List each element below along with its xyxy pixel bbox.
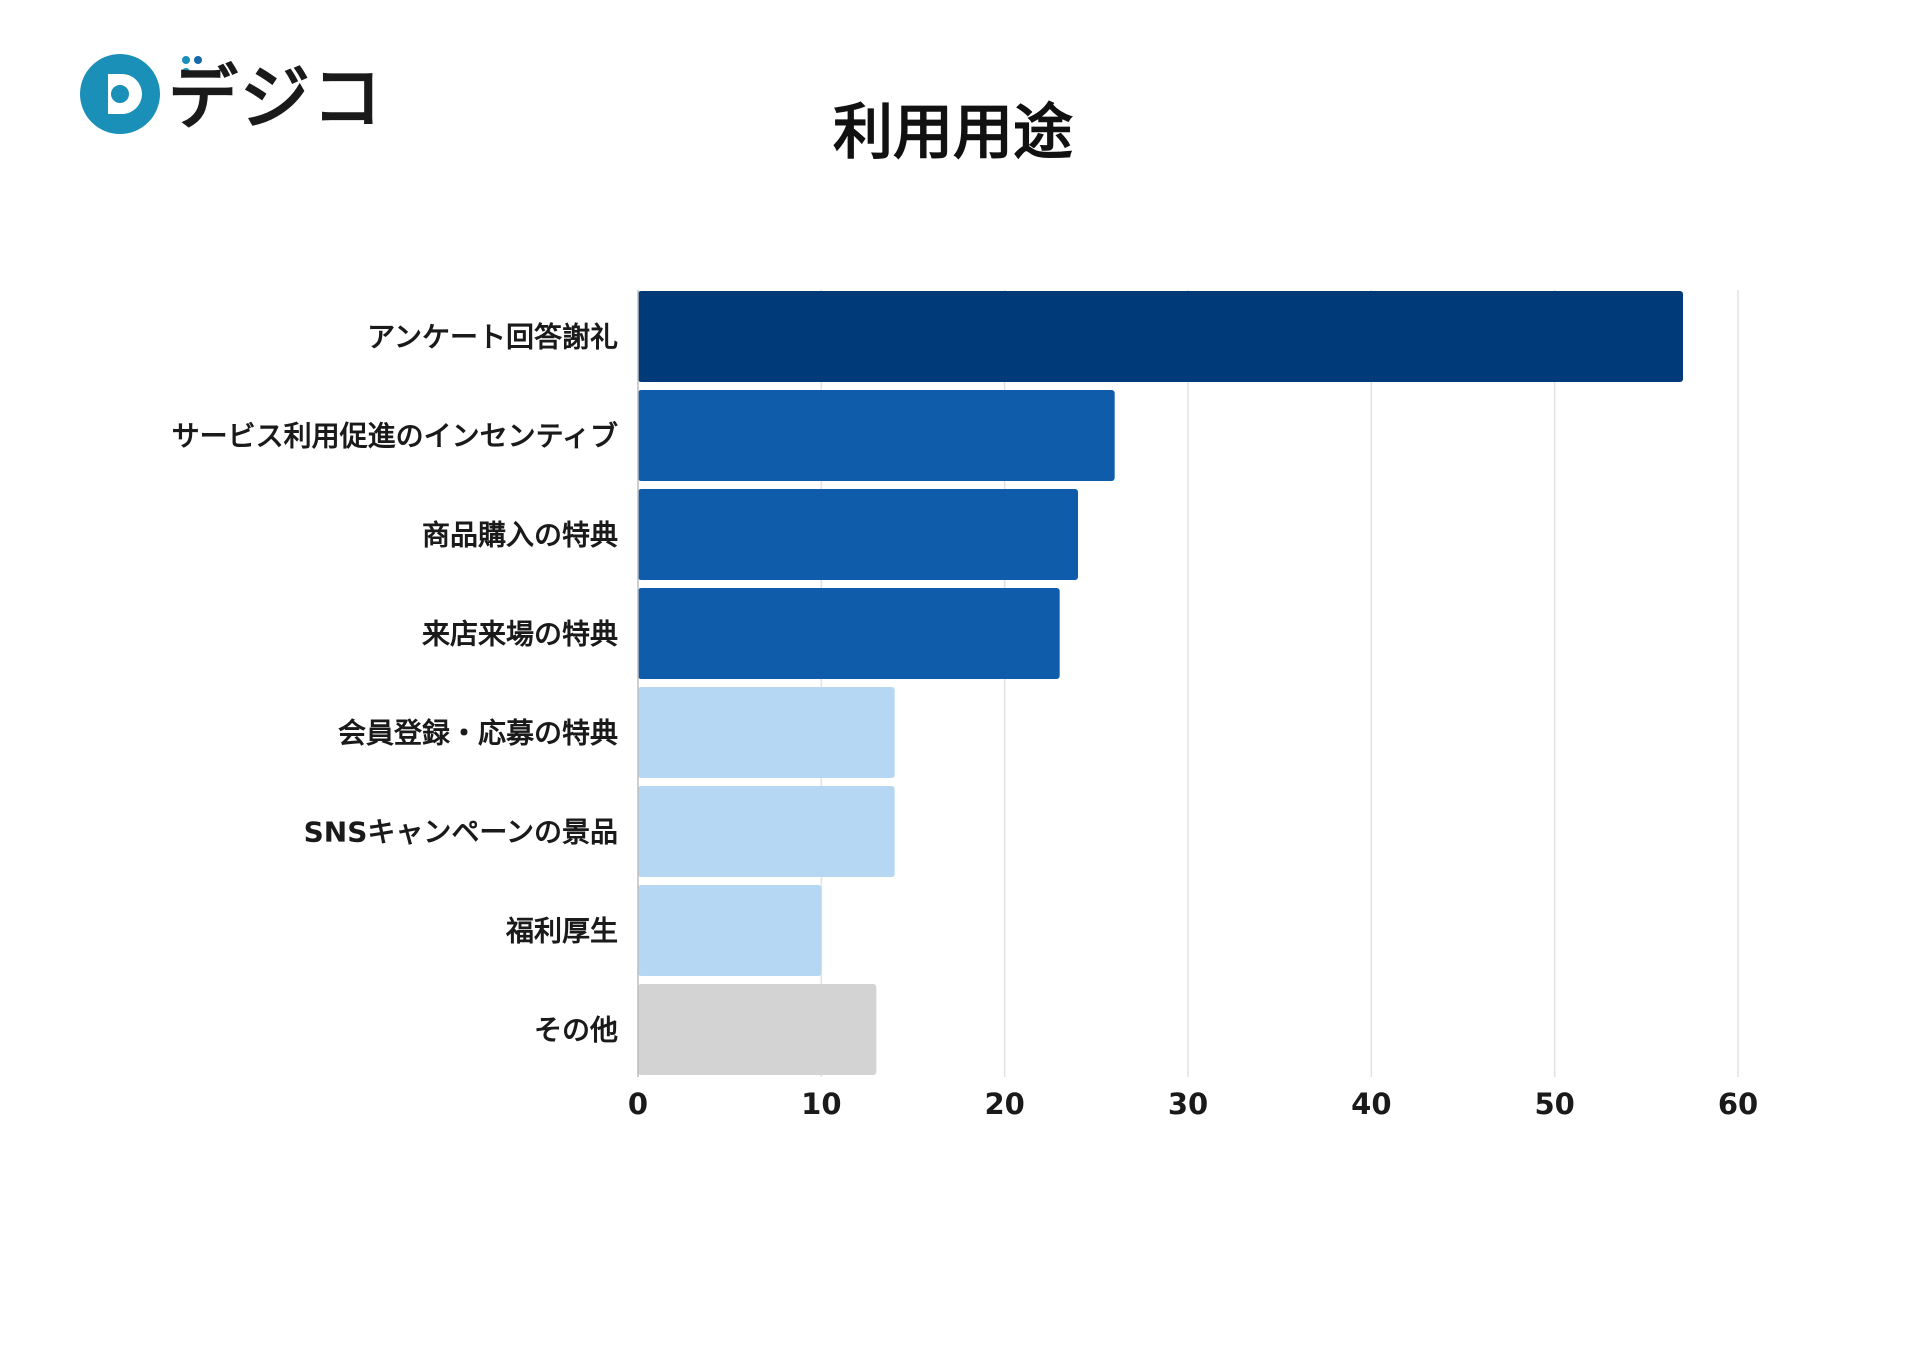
bar	[638, 786, 895, 877]
bar	[638, 984, 877, 1075]
bar	[638, 588, 1060, 679]
bar	[638, 687, 895, 778]
x-axis-ticks: 0 10 20 30 40 50 60	[628, 1087, 1758, 1121]
category-labels: アンケート回答謝礼サービス利用促進のインセンティブ商品購入の特典来店来場の特典会…	[172, 321, 618, 1047]
x-tick-label: 0	[628, 1087, 648, 1121]
x-tick-label: 30	[1168, 1087, 1208, 1121]
bar	[638, 885, 822, 976]
bar	[638, 291, 1683, 382]
category-label: 福利厚生	[505, 915, 618, 948]
x-tick-label: 50	[1534, 1087, 1574, 1121]
x-tick-label: 60	[1718, 1087, 1758, 1121]
x-tick-label: 10	[801, 1087, 841, 1121]
chart-title: 利用用途	[833, 98, 1073, 168]
category-label: サービス利用促進のインセンティブ	[172, 420, 618, 453]
bar	[638, 489, 1078, 580]
bars	[638, 291, 1683, 1075]
category-label: SNSキャンペーンの景品	[304, 816, 618, 849]
brand-logo: デジコ	[80, 54, 378, 139]
x-tick-label: 40	[1351, 1087, 1391, 1121]
logo-wordmark: デジコ	[168, 57, 378, 139]
category-label: その他	[534, 1014, 618, 1047]
category-label: 来店来場の特典	[422, 618, 618, 651]
x-tick-label: 20	[984, 1087, 1024, 1121]
bar	[638, 390, 1115, 481]
category-label: アンケート回答謝礼	[367, 321, 618, 354]
category-label: 会員登録・応募の特典	[338, 717, 618, 750]
category-label: 商品購入の特典	[422, 519, 618, 552]
